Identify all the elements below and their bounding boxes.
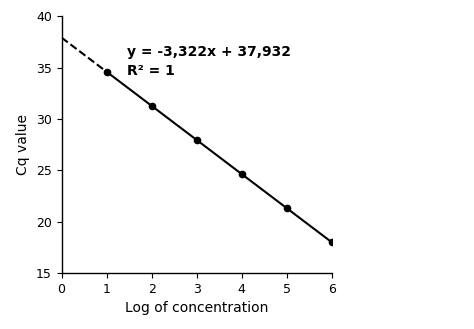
- Text: y = -3,322x + 37,932: y = -3,322x + 37,932: [127, 45, 291, 59]
- X-axis label: Log of concentration: Log of concentration: [125, 301, 268, 316]
- Y-axis label: Cq value: Cq value: [17, 114, 30, 175]
- Text: R² = 1: R² = 1: [127, 64, 175, 78]
